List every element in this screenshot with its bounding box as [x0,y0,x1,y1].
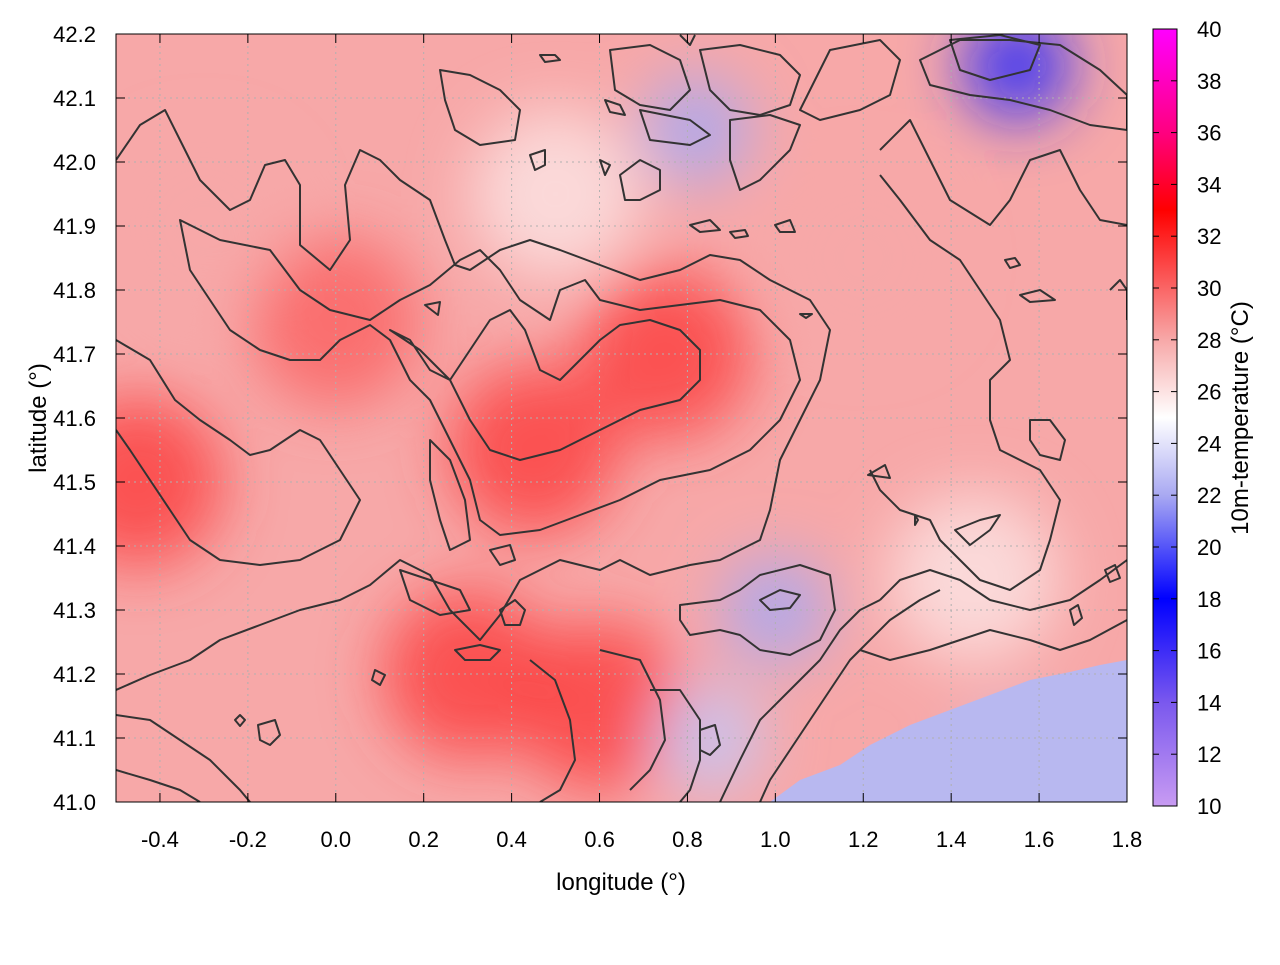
y-tick-label: 41.8 [53,278,96,303]
y-tick-label: 42.2 [53,22,96,47]
x-tick-label: -0.2 [229,827,267,852]
x-tick-label: -0.4 [141,827,179,852]
y-tick-label: 41.0 [53,790,96,815]
colorbar-tick-label: 40 [1197,17,1221,42]
heatmap-cell-11 [962,34,1073,121]
heatmap-cell-7 [470,109,641,279]
y-tick-label: 41.6 [53,406,96,431]
y-axis-ticks: 41.0 41.1 41.2 41.3 41.4 41.5 41.6 41.7 41.8 41.9… [53,22,1127,815]
colorbar-tick-label: 14 [1197,690,1221,715]
colorbar-tick-label: 32 [1197,224,1221,249]
y-tick-label: 41.5 [53,470,96,495]
x-tick-label: 1.0 [760,827,791,852]
heatmap-cell-0 [116,397,223,567]
x-tick-label: 1.8 [1112,827,1143,852]
colorbar-tick-label: 28 [1197,328,1221,353]
x-tick-label: 1.2 [848,827,879,852]
y-tick-label: 41.1 [53,726,96,751]
x-tick-label: 1.4 [936,827,967,852]
y-tick-label: 41.4 [53,534,96,559]
colorbar-label: 10m-temperature (°C) [1227,301,1254,535]
x-tick-label: 0.8 [672,827,703,852]
plot-area: -0.4 -0.2 0.0 0.2 0.4 0.6 0.8 1.0 1.2 1.4 1.6 1.8 4… [53,22,1142,852]
y-tick-label: 41.3 [53,598,96,623]
colorbar-tick-label: 24 [1197,431,1221,456]
heatmap-cell-9 [888,493,1059,663]
colorbar-gradient [1152,28,1178,807]
x-axis-ticks: -0.4 -0.2 0.0 0.2 0.4 0.6 0.8 1.0 1.2 1.4 1.6 1.8 [141,34,1142,852]
colorbar-tick-label: 18 [1197,587,1221,612]
heatmap-cell-2 [448,365,619,535]
colorbar-tick-label: 36 [1197,121,1221,146]
colorbar-tick-label: 22 [1197,483,1221,508]
colorbar-tick-label: 10 [1197,794,1221,819]
colorbar-tick-label: 26 [1197,380,1221,405]
y-axis-label: latitude (°) [25,363,52,473]
colorbar-tick-label: 16 [1197,639,1221,664]
colorbar-tick-label: 30 [1197,276,1221,301]
x-axis-label: longitude (°) [556,869,686,896]
x-tick-label: 0.2 [408,827,439,852]
grid-lines [116,34,1127,802]
sea-region [770,660,1127,802]
colorbar-tick-label: 20 [1197,535,1221,560]
x-tick-label: 0.0 [320,827,351,852]
contour-lines [116,34,1127,802]
y-tick-label: 41.9 [53,214,96,239]
colorbar-tick-label: 34 [1197,172,1221,197]
x-tick-label: 0.6 [584,827,615,852]
y-tick-label: 41.2 [53,662,96,687]
y-tick-label: 42.0 [53,150,96,175]
heatmap-cell-6 [118,141,289,311]
heatmap-cell-4 [382,589,553,759]
colorbar-ticks: 10 12 14 16 18 20 22 24 26 28 30 32 34 36 38 40 [1153,17,1221,819]
x-tick-label: 0.4 [496,827,527,852]
colorbar: 10 12 14 16 18 20 22 24 26 28 30 32 34 36 38 40 10m-tem… [1152,17,1254,819]
y-tick-label: 42.1 [53,86,96,111]
x-tick-label: 1.6 [1024,827,1055,852]
heatmap-cell-3 [580,269,751,439]
colorbar-tick-label: 38 [1197,69,1221,94]
colorbar-tick-label: 12 [1197,742,1221,767]
y-tick-label: 41.7 [53,342,96,367]
